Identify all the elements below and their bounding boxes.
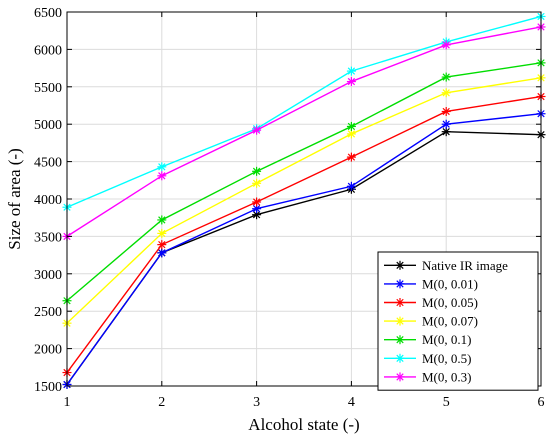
series-7-point: [157, 171, 167, 181]
series-4-point: [252, 178, 262, 188]
series-5-point: [441, 72, 451, 82]
series-line-2: [66, 113, 542, 385]
series-5-point: [252, 166, 262, 176]
legend-marker-2: [395, 279, 405, 289]
legend-label-1: Native IR image: [422, 258, 508, 273]
y-tick-label: 3000: [34, 268, 62, 283]
series-5-point: [157, 215, 167, 225]
series-2-point: [441, 119, 451, 129]
x-tick-label: 2: [158, 395, 165, 410]
y-tick-label: 2500: [34, 305, 62, 320]
y-axis-label: Size of area (-): [5, 148, 24, 249]
series-6-point: [157, 162, 167, 172]
y-tick-label: 2000: [34, 343, 62, 358]
legend: Native IR image M(0, 0.01) M(0, 0.05) M(0, …: [377, 251, 539, 391]
legend-label-4: M(0, 0.07): [422, 314, 478, 329]
x-tick-label: 1: [64, 395, 71, 410]
series-5-point: [346, 121, 356, 131]
x-tick-label: 4: [348, 395, 355, 410]
y-tick-label: 5000: [34, 118, 62, 133]
series-1-point: [441, 127, 451, 137]
series-line-7: [66, 26, 542, 237]
series-line-5: [66, 62, 542, 302]
series-7-point: [346, 77, 356, 87]
y-tick-label: 6500: [34, 6, 62, 21]
series-3-point: [252, 197, 262, 207]
series-7-point: [252, 125, 262, 135]
series-3-point: [157, 240, 167, 250]
series-4-point: [441, 88, 451, 98]
legend-box: [377, 251, 539, 391]
series-3-point: [441, 106, 451, 116]
series-6-point: [346, 66, 356, 76]
legend-label-7: M(0, 0.3): [422, 369, 471, 384]
x-tick-label: 5: [443, 395, 450, 410]
series-line-6: [66, 15, 542, 208]
legend-marker-3: [395, 298, 405, 307]
legend-label-3: M(0, 0.05): [422, 295, 478, 310]
x-tick-label: 3: [253, 395, 260, 410]
series-4-point: [157, 228, 167, 238]
series-3-point: [346, 152, 356, 162]
series-line-4: [66, 77, 542, 324]
series-lines: [62, 11, 546, 390]
y-tick-label: 6000: [34, 43, 62, 58]
axis-ticks: 1500 2000 2500 3000 3500 4000 4500 5000 5500 6000…: [34, 6, 545, 410]
series-2-point: [346, 181, 356, 191]
series-2-point: [157, 248, 167, 258]
x-axis-label: Alcohol state (-): [248, 415, 359, 434]
y-tick-label: 3500: [34, 230, 62, 245]
legend-marker-4: [395, 316, 405, 326]
legend-marker-5: [395, 335, 405, 345]
y-tick-label: 4000: [34, 193, 62, 208]
legend-label-2: M(0, 0.01): [422, 276, 478, 291]
x-tick-label: 6: [538, 395, 545, 410]
y-tick-label: 4500: [34, 156, 62, 171]
legend-marker-1: [395, 260, 405, 270]
legend-label-6: M(0, 0.5): [422, 351, 471, 366]
series-7-point: [441, 40, 451, 50]
y-tick-label: 1500: [34, 380, 62, 395]
legend-label-5: M(0, 0.1): [422, 332, 471, 347]
y-tick-label: 5500: [34, 81, 62, 96]
legend-marker-6: [395, 353, 405, 363]
legend-marker-7: [395, 372, 405, 382]
series-line-3: [66, 95, 542, 373]
